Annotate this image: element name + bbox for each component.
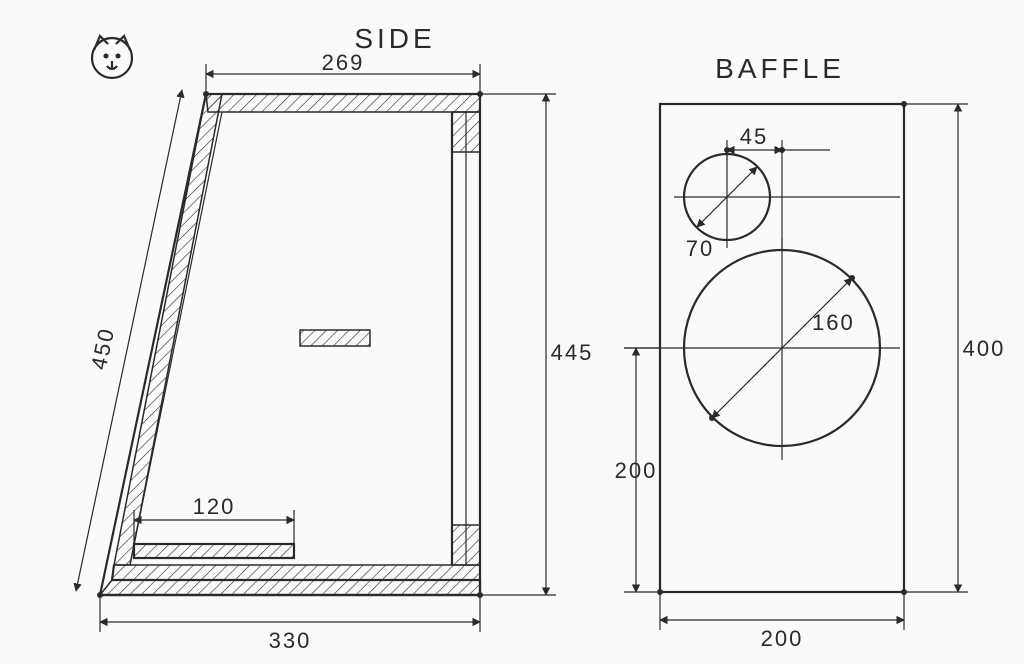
side-title: SIDE (354, 23, 435, 54)
side-view: 269 330 450 445 120 (76, 50, 593, 653)
dim-woofer-cy: 200 (615, 458, 658, 483)
dim-baffle-w: 200 (761, 626, 804, 651)
baffle-title: BAFFLE (715, 53, 845, 84)
dim-baffle-h: 400 (963, 336, 1006, 361)
dim-side-bottom: 330 (269, 628, 312, 653)
drawing-canvas: SIDE BAFFLE 2 (0, 0, 1024, 664)
dim-woofer-dia: 160 (812, 310, 855, 335)
dim-side-top: 269 (322, 50, 365, 75)
dim-side-height: 445 (551, 340, 594, 365)
dim-side-port: 120 (193, 494, 236, 519)
baffle-view: 160 70 45 200 200 400 (615, 101, 1006, 651)
dim-tweeter-off: 45 (740, 124, 768, 149)
dim-side-slant: 450 (86, 325, 119, 372)
logo-icon (92, 36, 132, 78)
dim-tweeter-dia: 70 (686, 236, 714, 261)
